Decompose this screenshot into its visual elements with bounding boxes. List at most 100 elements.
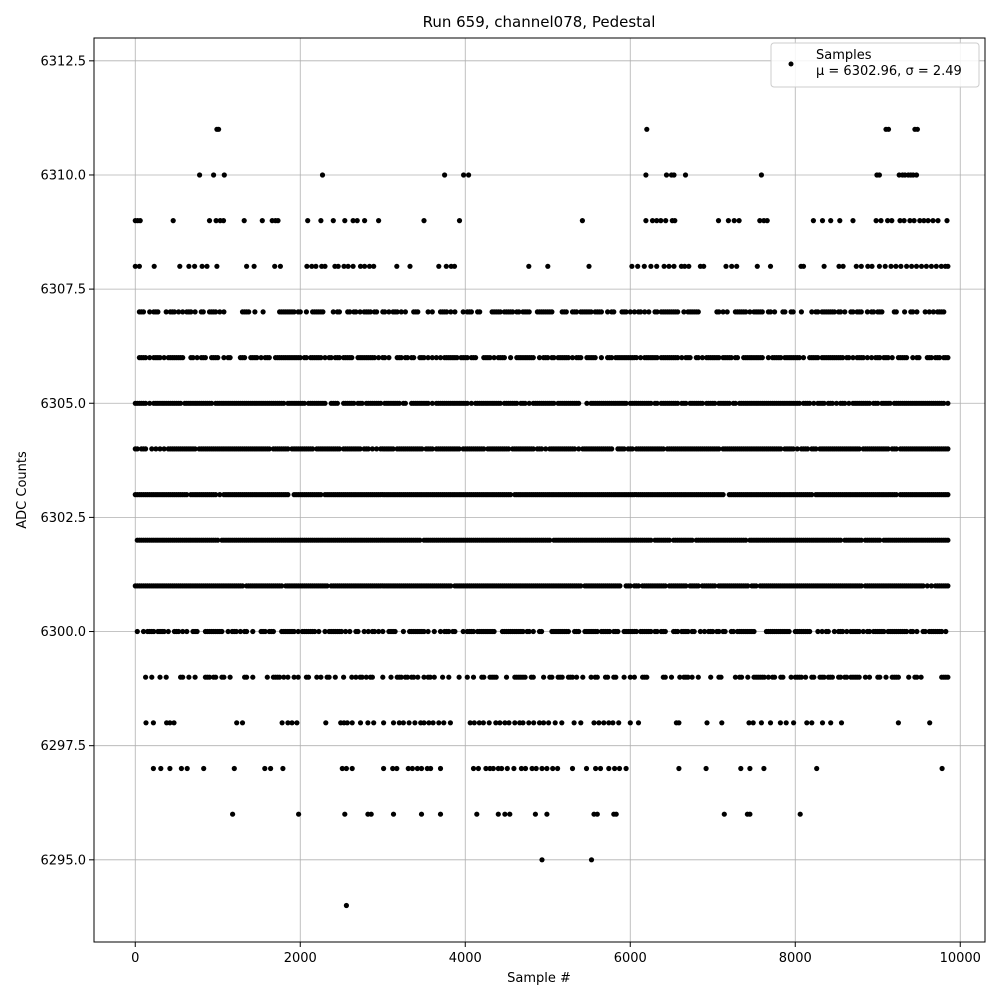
legend-entry-label: Samples — [816, 48, 872, 63]
data-point — [357, 263, 364, 269]
data-point — [486, 720, 492, 726]
data-point — [578, 355, 584, 361]
data-point — [539, 446, 545, 452]
data-point — [526, 628, 532, 635]
data-point — [648, 263, 654, 269]
data-point — [671, 172, 677, 178]
data-point — [676, 765, 682, 772]
data-point — [551, 400, 557, 406]
data-point — [378, 400, 384, 406]
data-point — [838, 309, 844, 315]
data-point — [365, 446, 371, 452]
data-point — [347, 628, 353, 635]
data-point — [405, 765, 411, 772]
data-point — [178, 400, 184, 406]
data-point — [289, 720, 295, 726]
data-point — [721, 811, 727, 817]
data-point — [565, 355, 572, 361]
data-point — [437, 355, 444, 361]
data-point — [923, 263, 930, 269]
data-point — [731, 218, 737, 224]
data-point — [683, 583, 689, 589]
data-point — [658, 218, 664, 224]
data-point — [840, 628, 846, 635]
data-point — [400, 628, 406, 635]
data-point — [149, 674, 155, 680]
data-point — [466, 172, 472, 178]
legend-marker — [788, 61, 794, 67]
data-point — [743, 309, 749, 315]
data-point — [916, 355, 922, 361]
data-point — [591, 720, 597, 726]
data-point — [576, 400, 582, 406]
data-point — [928, 263, 935, 269]
data-point — [559, 720, 565, 726]
data-point — [487, 355, 493, 361]
data-point — [574, 674, 580, 680]
data-point — [738, 765, 744, 772]
data-point — [437, 811, 444, 817]
data-point — [686, 263, 692, 269]
data-point — [155, 309, 161, 315]
data-point — [677, 674, 683, 680]
data-point — [925, 218, 931, 224]
data-point — [943, 628, 949, 635]
data-point — [163, 309, 169, 315]
data-point — [409, 765, 415, 772]
data-point — [349, 765, 355, 772]
data-point — [425, 400, 431, 406]
data-point — [549, 674, 555, 680]
data-point — [576, 446, 582, 452]
data-point — [197, 172, 203, 178]
data-point — [945, 263, 951, 269]
data-point — [821, 674, 827, 680]
data-point — [747, 811, 753, 817]
data-point — [809, 309, 815, 315]
data-point — [427, 674, 433, 680]
data-point — [878, 218, 884, 224]
data-point — [231, 765, 237, 772]
data-point — [691, 628, 697, 635]
data-point — [491, 628, 497, 635]
data-point — [543, 446, 549, 452]
data-point — [305, 218, 311, 224]
data-point — [641, 263, 647, 269]
data-point — [134, 628, 140, 635]
data-point — [347, 309, 353, 315]
data-point — [376, 628, 382, 635]
data-point — [569, 355, 576, 361]
data-point — [514, 400, 520, 406]
y-tick-label: 6302.5 — [41, 511, 87, 526]
data-point — [605, 674, 611, 680]
data-point — [846, 355, 852, 361]
data-point — [611, 309, 617, 315]
data-point — [825, 628, 831, 635]
data-point — [499, 765, 505, 772]
data-point — [165, 628, 171, 635]
data-point — [512, 720, 518, 726]
data-point — [546, 720, 552, 726]
data-point — [151, 263, 157, 269]
data-point — [866, 400, 873, 406]
data-point — [272, 263, 278, 269]
data-point — [143, 355, 149, 361]
data-point — [180, 674, 186, 680]
data-point — [725, 218, 732, 224]
data-point — [596, 720, 602, 726]
data-point — [559, 674, 565, 680]
data-point — [220, 218, 227, 224]
data-point — [588, 857, 595, 863]
data-point — [869, 355, 875, 361]
data-point — [945, 355, 951, 361]
data-point — [685, 674, 691, 680]
data-point — [297, 309, 303, 315]
data-point — [480, 720, 486, 726]
data-point — [545, 355, 551, 361]
data-point — [336, 446, 342, 452]
data-point — [833, 400, 840, 406]
data-point — [376, 355, 382, 361]
data-point — [171, 720, 177, 726]
data-point — [526, 309, 532, 315]
data-point — [699, 355, 706, 361]
data-point — [350, 218, 356, 224]
